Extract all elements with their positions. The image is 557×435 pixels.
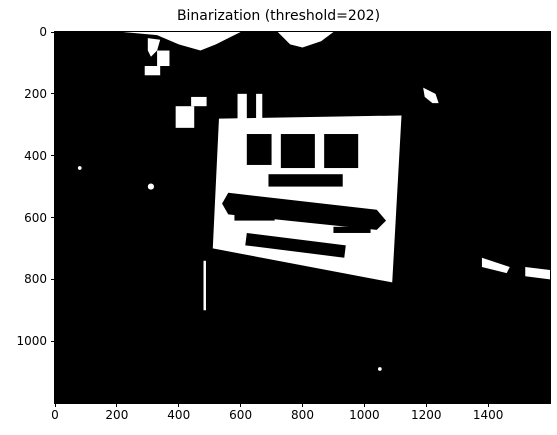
x-tick-label: 0 (51, 408, 59, 422)
left-white-line (203, 260, 206, 311)
top-white-blob (123, 32, 241, 51)
y-tick-label: 400 (24, 148, 47, 163)
y-tick-mark (51, 31, 55, 33)
speck-3 (377, 367, 382, 371)
x-tick-mark (487, 403, 489, 407)
x-tick-mark (116, 403, 118, 407)
y-tick-label: 600 (24, 210, 47, 225)
y-tick-mark (51, 93, 55, 95)
speck-1 (147, 183, 154, 190)
y-tick-label: 800 (24, 272, 47, 287)
sign-hiragana (268, 174, 343, 187)
top-spot (147, 38, 161, 57)
blob-left-4 (191, 96, 207, 107)
x-tick-mark (240, 403, 242, 407)
top-right-blob (277, 32, 334, 48)
x-tick-mark (54, 403, 56, 407)
x-tick-mark (302, 403, 303, 407)
y-tick-mark (51, 217, 55, 218)
blob-left-5 (237, 93, 247, 119)
x-tick-label: 800 (291, 408, 314, 422)
blob-left (144, 66, 161, 76)
y-tick-label: 200 (24, 86, 47, 101)
sign-arrow-bar (222, 192, 387, 230)
blob-left-6 (256, 93, 263, 119)
x-tick-mark (178, 403, 180, 407)
x-tick-label: 400 (167, 408, 191, 422)
x-tick-label: 1200 (410, 408, 442, 422)
x-tick-label: 600 (229, 408, 253, 422)
x-tick-mark (363, 403, 365, 407)
binarized-image-plot (54, 31, 551, 404)
sign-left-station (234, 214, 275, 221)
speck-2 (77, 166, 82, 170)
y-tick-mark (51, 155, 55, 157)
sign-right-station (333, 226, 371, 233)
x-tick-mark (425, 403, 427, 407)
sign-romaji (245, 232, 346, 258)
y-tick-label: 1000 (16, 334, 47, 349)
x-tick-label: 200 (105, 408, 129, 422)
blob-left-3 (175, 106, 195, 128)
x-tick-label: 1000 (349, 408, 380, 422)
right-streak-1 (481, 257, 510, 274)
sign-kanji (246, 134, 359, 169)
y-tick-label: 0 (39, 25, 47, 39)
y-tick-mark (51, 340, 55, 342)
blob-left-2 (157, 50, 170, 67)
x-tick-label: 1400 (472, 408, 504, 422)
y-tick-mark (51, 278, 55, 280)
right-streak-2 (525, 266, 550, 280)
plot-title: Binarization (threshold=202) (176, 8, 381, 24)
right-top-blob (423, 87, 439, 104)
binarized-image (55, 32, 550, 403)
